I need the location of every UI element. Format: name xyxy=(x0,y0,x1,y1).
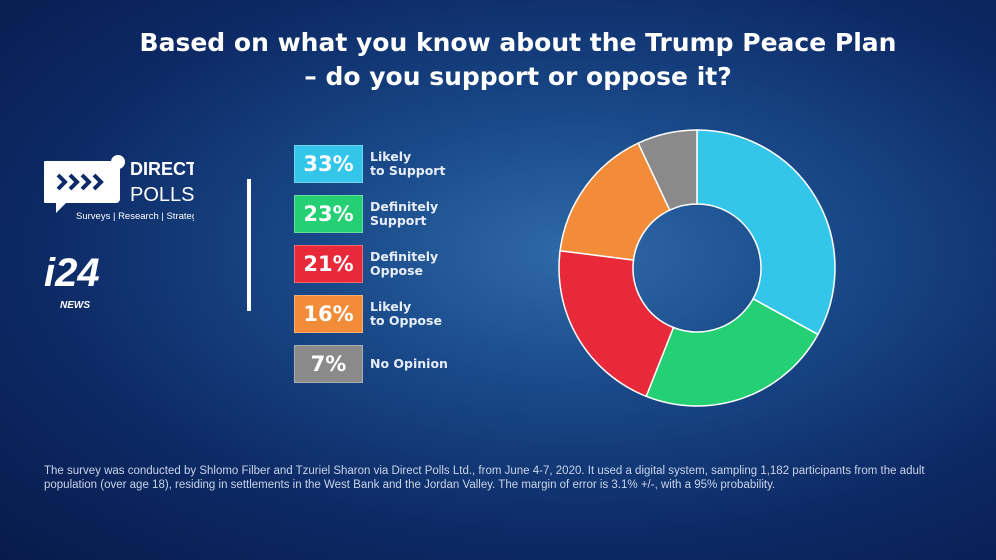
legend-label: Likely to Support xyxy=(370,149,446,178)
donut-slice-definitely-support xyxy=(645,297,819,407)
legend-label: Definitely Oppose xyxy=(370,249,439,278)
direct-polls-logo: DIRECT POLLS Surveys | Research | Strate… xyxy=(42,155,202,227)
legend-item-definitely-oppose: 21% Definitely Oppose xyxy=(294,245,480,283)
i24-news-logo: i24 NEWS xyxy=(44,251,134,316)
divider xyxy=(247,179,251,311)
svg-text:POLLS: POLLS xyxy=(130,184,194,206)
donut-slice-definitely-oppose xyxy=(558,249,675,398)
donut-slice-no-opinion xyxy=(637,129,698,212)
legend: 33% Likely to Support 23% Definitely Sup… xyxy=(294,145,480,395)
legend-item-likely-support: 33% Likely to Support xyxy=(294,145,480,183)
legend-label: Definitely Support xyxy=(370,199,439,228)
legend-item-no-opinion: 7% No Opinion xyxy=(294,345,480,383)
svg-text:DIRECT: DIRECT xyxy=(130,159,194,179)
legend-item-likely-oppose: 16% Likely to Oppose xyxy=(294,295,480,333)
svg-text:i24: i24 xyxy=(44,252,100,295)
legend-swatch: 21% xyxy=(294,245,363,283)
legend-swatch: 23% xyxy=(294,195,363,233)
svg-text:NEWS: NEWS xyxy=(60,300,90,311)
legend-swatch: 33% xyxy=(294,145,363,183)
donut-slice-likely-to-oppose xyxy=(559,142,671,261)
legend-label: No Opinion xyxy=(370,356,448,371)
legend-swatch: 16% xyxy=(294,295,363,333)
donut-chart xyxy=(558,129,836,407)
legend-swatch: 7% xyxy=(294,345,363,383)
footnote: The survey was conducted by Shlomo Filbe… xyxy=(44,465,925,491)
chart-title: Based on what you know about the Trump P… xyxy=(0,26,996,94)
title-line-1: Based on what you know about the Trump P… xyxy=(139,28,897,57)
legend-item-definitely-support: 23% Definitely Support xyxy=(294,195,480,233)
svg-text:Surveys | Research | Strategy: Surveys | Research | Strategy xyxy=(76,211,194,222)
donut-slice-likely-to-support xyxy=(696,129,836,336)
title-line-2: – do you support or oppose it? xyxy=(304,62,732,91)
legend-label: Likely to Oppose xyxy=(370,299,442,328)
